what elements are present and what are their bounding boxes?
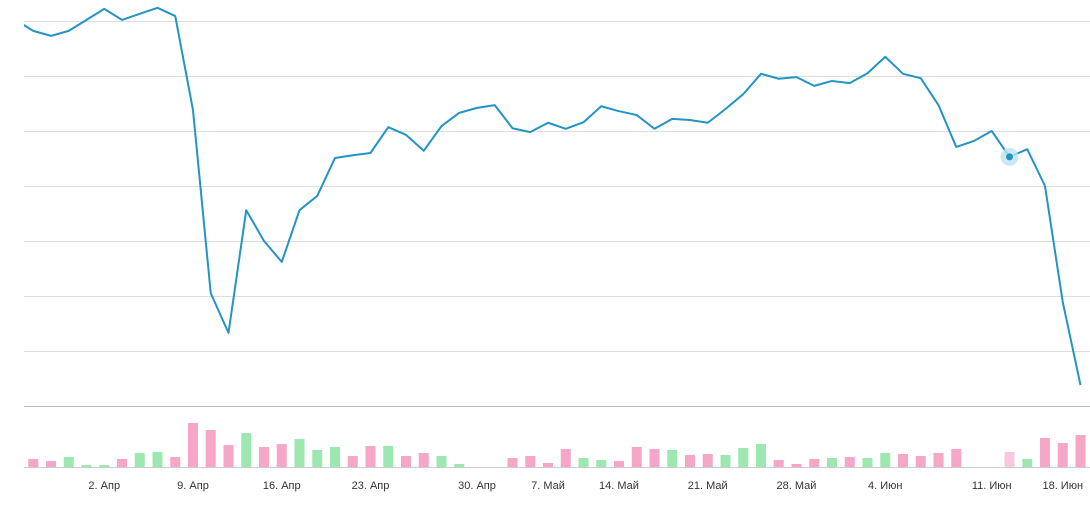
volume-bar — [1075, 435, 1086, 467]
x-tick-label: 7. Май — [531, 480, 565, 492]
price-line — [24, 6, 1082, 386]
volume-bar — [720, 455, 731, 467]
volume-bar — [862, 458, 873, 467]
volume-bar — [756, 444, 766, 467]
volume-bar — [596, 460, 607, 467]
volume-bar — [170, 457, 181, 467]
volume-bar — [117, 459, 127, 467]
volume-bar — [614, 461, 624, 467]
volume-bar — [631, 447, 642, 467]
x-tick-label: 2. Апр — [88, 480, 120, 492]
x-tick-label: 9. Апр — [177, 480, 209, 492]
volume-bar — [347, 456, 358, 467]
volume-bar — [81, 465, 92, 467]
hover-point — [1006, 153, 1013, 161]
volume-bar — [152, 452, 163, 467]
volume-bar — [330, 447, 340, 467]
volume-bar — [401, 456, 411, 467]
x-tick-label: 16. Апр — [263, 480, 301, 492]
volume-bar — [241, 433, 252, 467]
volume-bar — [844, 457, 855, 467]
volume-bar — [276, 444, 287, 467]
volume-bar — [1057, 443, 1068, 467]
volume-bar — [507, 458, 518, 467]
volume-bar — [933, 453, 944, 467]
x-tick-label: 14. Май — [599, 480, 639, 492]
volume-bar — [951, 449, 962, 467]
volume-bar — [259, 447, 269, 467]
volume-bar — [649, 449, 660, 467]
volume-bar — [880, 453, 891, 467]
volume-bar — [543, 463, 553, 467]
volume-bar — [383, 446, 394, 467]
x-tick-label: 4. Июн — [868, 480, 902, 492]
volume-bar — [525, 456, 536, 467]
volume-bar — [418, 453, 429, 467]
volume-bar — [702, 454, 713, 467]
volume-bar — [134, 453, 145, 467]
x-tick-label: 28. Май — [777, 480, 817, 492]
volume-bar — [436, 456, 447, 467]
volume-bar — [827, 458, 837, 467]
x-tick-label: 30. Апр — [458, 480, 496, 492]
volume-bar — [578, 458, 589, 467]
volume-bar — [63, 457, 74, 467]
volume-bar — [915, 456, 926, 467]
volume-bar — [898, 454, 908, 467]
x-tick-label: 18. Июн — [1042, 480, 1083, 492]
x-tick-label: 23. Апр — [352, 480, 390, 492]
plot-area — [24, 6, 1090, 467]
x-tick-label: 21. Май — [688, 480, 728, 492]
x-tick-label: 11. Июн — [972, 480, 1012, 492]
volume-bar — [1004, 452, 1015, 467]
volume-bar — [294, 439, 305, 467]
volume-bar — [312, 450, 323, 467]
volume-bar — [809, 459, 820, 467]
volume-bar — [188, 423, 198, 467]
volume-bar — [791, 464, 802, 467]
volume-bar — [99, 465, 110, 467]
volume-bar — [365, 446, 376, 467]
volume-bar — [738, 448, 749, 467]
volume-bar — [1022, 459, 1033, 467]
volume-bar — [773, 460, 784, 467]
volume-bar — [454, 464, 465, 467]
volume-bar — [223, 445, 234, 467]
volume-bar — [560, 449, 571, 467]
volume-bar — [667, 450, 678, 467]
volume-bar — [1040, 438, 1050, 467]
volume-bar — [28, 459, 39, 467]
volume-bar — [46, 461, 56, 467]
volume-bar — [205, 430, 216, 467]
volume-bar — [685, 455, 695, 467]
